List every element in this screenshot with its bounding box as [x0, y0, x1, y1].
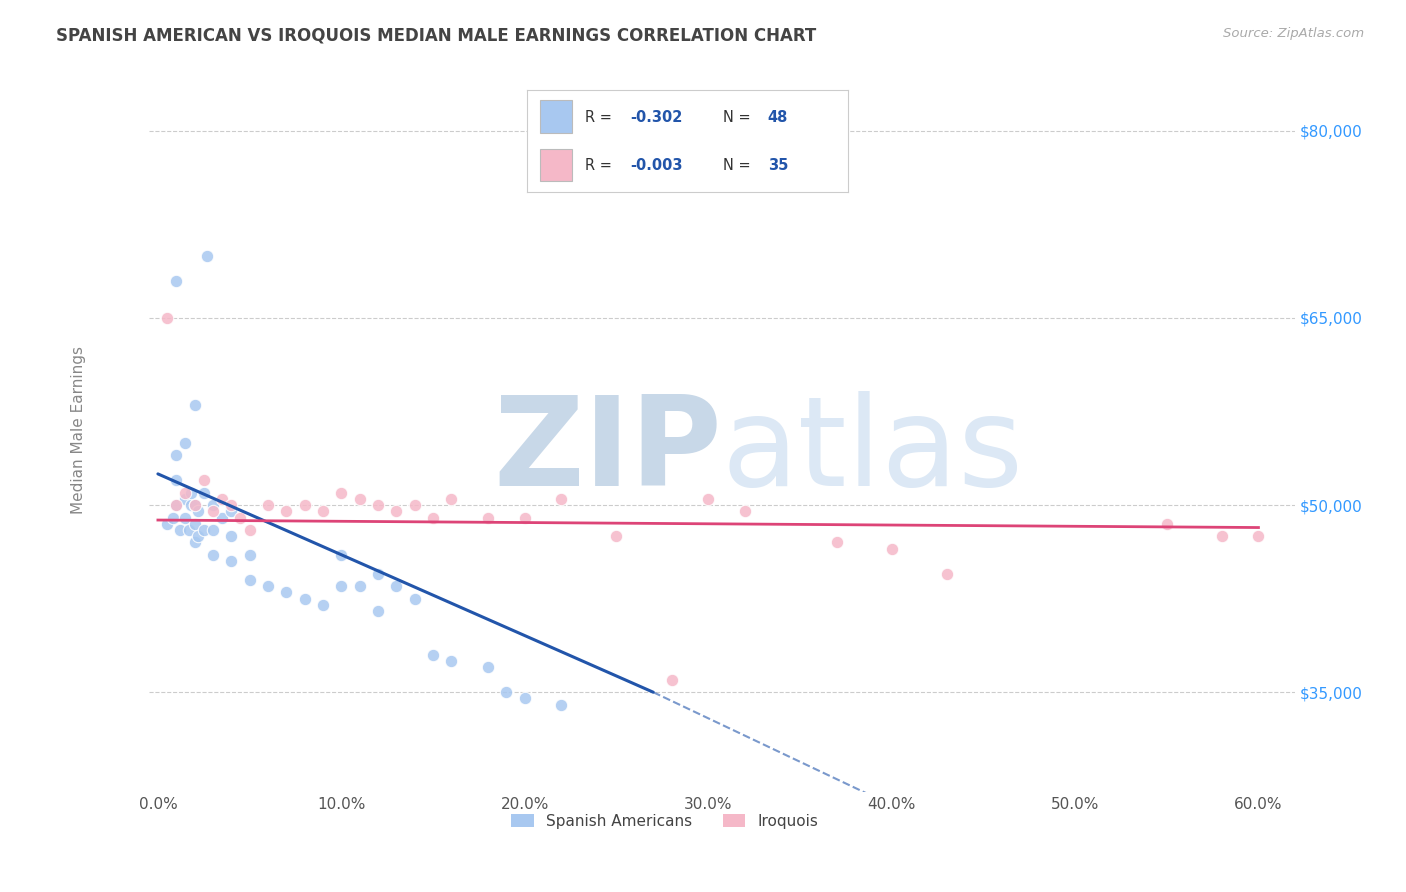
Point	[422, 648, 444, 662]
Point	[211, 510, 233, 524]
Point	[513, 510, 536, 524]
Y-axis label: Median Male Earnings: Median Male Earnings	[72, 346, 86, 515]
Point	[349, 579, 371, 593]
Point	[219, 554, 242, 568]
Point	[177, 523, 200, 537]
Point	[1156, 516, 1178, 531]
Point	[440, 654, 463, 668]
Point	[385, 504, 408, 518]
Text: atlas: atlas	[721, 392, 1024, 512]
Point	[330, 548, 353, 562]
Point	[180, 485, 202, 500]
Point	[294, 498, 316, 512]
Point	[193, 473, 215, 487]
Point	[201, 498, 224, 512]
Point	[312, 504, 335, 518]
Point	[193, 485, 215, 500]
Point	[257, 498, 280, 512]
Point	[165, 448, 187, 462]
Point	[156, 310, 179, 325]
Point	[201, 504, 224, 518]
Point	[174, 485, 197, 500]
Text: SPANISH AMERICAN VS IROQUOIS MEDIAN MALE EARNINGS CORRELATION CHART: SPANISH AMERICAN VS IROQUOIS MEDIAN MALE…	[56, 27, 817, 45]
Point	[183, 498, 205, 512]
Point	[162, 510, 184, 524]
Point	[422, 510, 444, 524]
Point	[201, 523, 224, 537]
Point	[174, 435, 197, 450]
Point	[495, 685, 517, 699]
Point	[187, 504, 209, 518]
Point	[165, 498, 187, 512]
Point	[477, 510, 499, 524]
Point	[219, 504, 242, 518]
Point	[219, 498, 242, 512]
Point	[165, 274, 187, 288]
Point	[169, 523, 191, 537]
Point	[165, 498, 187, 512]
Point	[239, 548, 262, 562]
Point	[156, 516, 179, 531]
Point	[935, 566, 957, 581]
Point	[180, 498, 202, 512]
Point	[187, 529, 209, 543]
Point	[550, 698, 572, 712]
Point	[605, 529, 627, 543]
Point	[825, 535, 848, 549]
Point	[239, 523, 262, 537]
Point	[367, 498, 389, 512]
Point	[197, 249, 219, 263]
Legend: Spanish Americans, Iroquois: Spanish Americans, Iroquois	[505, 807, 825, 835]
Point	[440, 491, 463, 506]
Text: Source: ZipAtlas.com: Source: ZipAtlas.com	[1223, 27, 1364, 40]
Point	[239, 573, 262, 587]
Point	[385, 579, 408, 593]
Point	[183, 516, 205, 531]
Point	[1211, 529, 1233, 543]
Point	[349, 491, 371, 506]
Point	[1247, 529, 1270, 543]
Point	[880, 541, 903, 556]
Point	[697, 491, 720, 506]
Point	[183, 535, 205, 549]
Point	[367, 566, 389, 581]
Point	[257, 579, 280, 593]
Point	[193, 523, 215, 537]
Point	[219, 529, 242, 543]
Point	[367, 604, 389, 618]
Point	[404, 591, 426, 606]
Point	[734, 504, 756, 518]
Point	[404, 498, 426, 512]
Point	[276, 504, 298, 518]
Point	[294, 591, 316, 606]
Point	[330, 579, 353, 593]
Point	[165, 473, 187, 487]
Point	[550, 491, 572, 506]
Point	[477, 660, 499, 674]
Point	[276, 585, 298, 599]
Point	[312, 598, 335, 612]
Point	[229, 510, 252, 524]
Point	[330, 485, 353, 500]
Point	[183, 398, 205, 412]
Point	[513, 691, 536, 706]
Point	[174, 510, 197, 524]
Point	[211, 491, 233, 506]
Point	[661, 673, 683, 687]
Text: ZIP: ZIP	[494, 392, 721, 512]
Point	[183, 498, 205, 512]
Point	[201, 548, 224, 562]
Point	[174, 491, 197, 506]
